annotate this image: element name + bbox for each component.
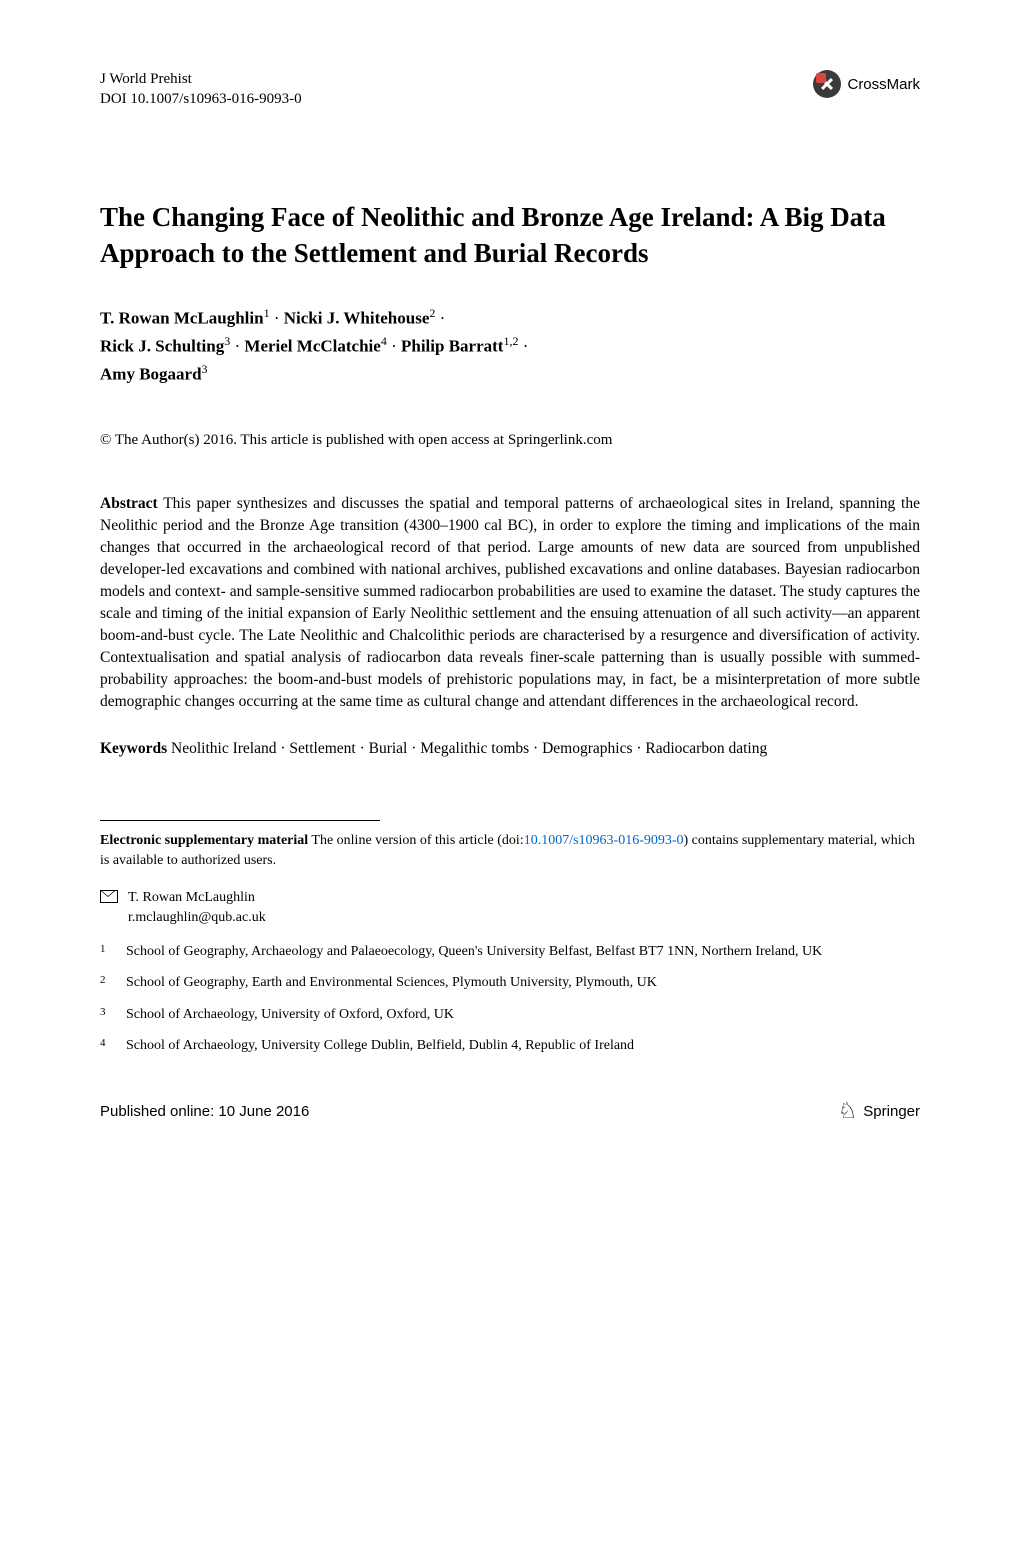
publisher-badge: ♘ Springer	[838, 1096, 920, 1127]
affiliation: 2 School of Geography, Earth and Environ…	[100, 973, 920, 993]
abstract-text: This paper synthesizes and discusses the…	[100, 495, 920, 710]
footer: Published online: 10 June 2016 ♘ Springe…	[100, 1096, 920, 1127]
doi-link[interactable]: 10.1007/s10963-016-9093-0	[524, 833, 684, 848]
supp-label: Electronic supplementary material	[100, 833, 308, 848]
author: Meriel McClatchie	[244, 337, 380, 356]
author-sup: 3	[202, 362, 208, 376]
keywords-text: Neolithic Ireland · Settlement · Burial …	[167, 740, 767, 757]
supplementary-material: Electronic supplementary material The on…	[100, 831, 920, 870]
corresponding-email: r.mclaughlin@qub.ac.uk	[128, 908, 266, 928]
author: Philip Barratt	[401, 337, 503, 356]
author: Rick J. Schulting	[100, 337, 224, 356]
envelope-icon	[100, 890, 118, 903]
author-sup: 4	[381, 334, 387, 348]
crossmark-icon	[813, 70, 841, 98]
springer-icon: ♘	[838, 1096, 858, 1127]
copyright-line: © The Author(s) 2016. This article is pu…	[100, 430, 920, 451]
publisher-name: Springer	[863, 1101, 920, 1122]
corresponding-author: T. Rowan McLaughlin r.mclaughlin@qub.ac.…	[100, 888, 920, 927]
author-sup: 1,2	[503, 334, 518, 348]
corresponding-info: T. Rowan McLaughlin r.mclaughlin@qub.ac.…	[128, 888, 266, 927]
author-sup: 3	[224, 334, 230, 348]
header: J World Prehist DOI 10.1007/s10963-016-9…	[100, 70, 920, 109]
aff-text: School of Archaeology, University Colleg…	[126, 1036, 920, 1056]
crossmark-badge[interactable]: CrossMark	[813, 70, 920, 98]
published-date: Published online: 10 June 2016	[100, 1101, 309, 1122]
aff-text: School of Geography, Earth and Environme…	[126, 973, 920, 993]
aff-text: School of Geography, Archaeology and Pal…	[126, 942, 920, 962]
aff-text: School of Archaeology, University of Oxf…	[126, 1005, 920, 1025]
corresponding-name: T. Rowan McLaughlin	[128, 888, 266, 908]
aff-num: 2	[100, 973, 110, 993]
author-sup: 2	[429, 306, 435, 320]
aff-num: 3	[100, 1005, 110, 1025]
supp-text-before: The online version of this article (doi:	[308, 833, 524, 848]
doi-line: DOI 10.1007/s10963-016-9093-0	[100, 90, 302, 110]
aff-num: 4	[100, 1036, 110, 1056]
journal-info: J World Prehist DOI 10.1007/s10963-016-9…	[100, 70, 302, 109]
author-sup: 1	[264, 306, 270, 320]
abstract-label: Abstract	[100, 495, 158, 512]
author: Nicki J. Whitehouse	[284, 309, 430, 328]
author: Amy Bogaard	[100, 365, 202, 384]
keywords-label: Keywords	[100, 740, 167, 757]
divider	[100, 820, 380, 821]
journal-name: J World Prehist	[100, 70, 302, 90]
affiliation: 3 School of Archaeology, University of O…	[100, 1005, 920, 1025]
keywords: Keywords Neolithic Ireland · Settlement …	[100, 737, 920, 760]
affiliation: 1 School of Geography, Archaeology and P…	[100, 942, 920, 962]
crossmark-label: CrossMark	[847, 74, 920, 95]
abstract: Abstract This paper synthesizes and disc…	[100, 493, 920, 713]
affiliation: 4 School of Archaeology, University Coll…	[100, 1036, 920, 1056]
affiliations: 1 School of Geography, Archaeology and P…	[100, 942, 920, 1056]
authors-block: T. Rowan McLaughlin1 · Nicki J. Whitehou…	[100, 304, 920, 388]
aff-num: 1	[100, 942, 110, 962]
article-title: The Changing Face of Neolithic and Bronz…	[100, 199, 920, 272]
author: T. Rowan McLaughlin	[100, 309, 264, 328]
